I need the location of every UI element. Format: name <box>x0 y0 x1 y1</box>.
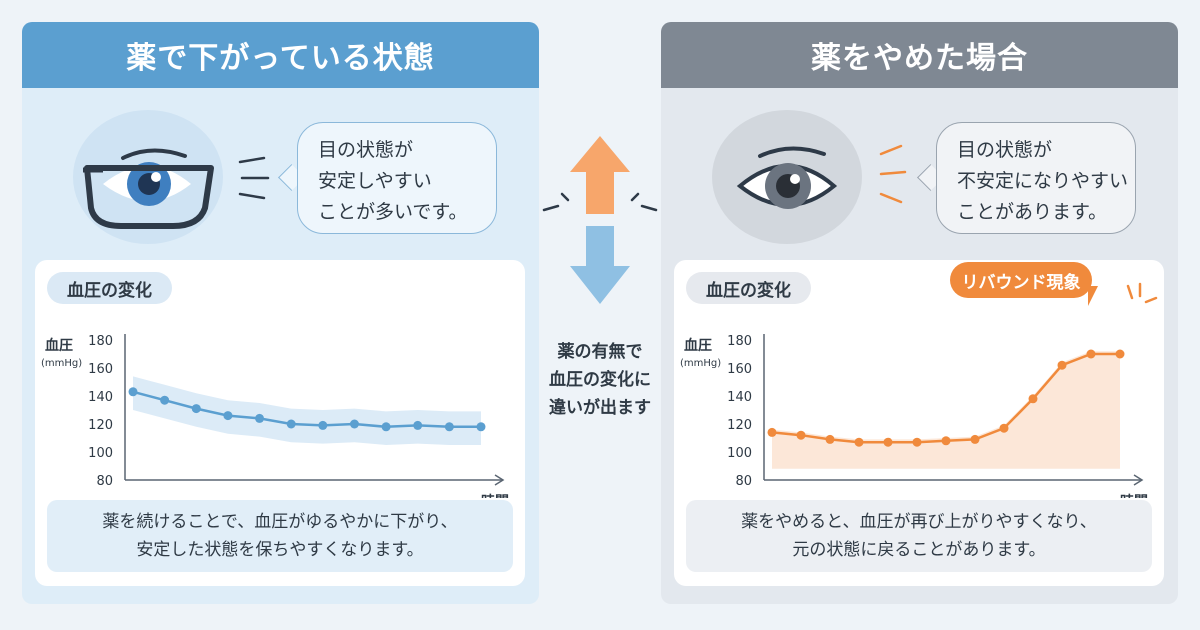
right-bp-chart: 血圧 (mmHg) 180 160 140 120 100 80 時間 <box>680 334 1148 498</box>
left-note: 薬を続けることで、血圧がゆるやかに下がり、 安定した状態を保ちやすくなります。 <box>47 500 513 572</box>
right-bubble-line-1: 目の状態が <box>957 139 1053 161</box>
glasses-eye-icon <box>83 148 214 229</box>
data-point <box>255 413 265 423</box>
y-tick-label: 120 <box>727 418 752 433</box>
data-point <box>160 395 170 405</box>
y-tick-label: 80 <box>735 474 752 489</box>
data-point <box>999 423 1009 433</box>
y-tick-label: 120 <box>88 418 113 433</box>
y-tick-label: 100 <box>727 446 752 461</box>
center-caption-line-3: 違いが出ます <box>549 398 651 418</box>
data-point <box>286 419 296 429</box>
y-tick-label: 80 <box>96 474 113 489</box>
data-point <box>318 420 328 430</box>
x-axis-label: 時間 <box>1120 493 1148 498</box>
left-bubble-line-1: 目の状態が <box>318 139 414 161</box>
y-tick-label: 100 <box>88 446 113 461</box>
right-speech-bubble: 目の状態が 不安定になりやすい ことがあります。 <box>936 122 1136 234</box>
y-tick-label: 140 <box>727 390 752 405</box>
data-point <box>1057 360 1067 370</box>
data-point <box>476 422 486 432</box>
left-chart-chip: 血圧の変化 <box>47 272 172 304</box>
right-note: 薬をやめると、血圧が再び上がりやすくなり、 元の状態に戻ることがあります。 <box>686 500 1152 572</box>
right-note-line-1: 薬をやめると、血圧が再び上がりやすくなり、 <box>741 512 1097 532</box>
y-axis-label: 血圧 <box>684 337 712 354</box>
left-note-line-2: 安定した状態を保ちやすくなります。 <box>136 540 424 560</box>
y-tick-label: 180 <box>88 334 113 349</box>
x-axis-arrow <box>494 474 505 486</box>
center-caption: 薬の有無で 血圧の変化に 違いが出ます <box>540 338 660 422</box>
right-panel-title: 薬をやめた場合 <box>661 22 1178 88</box>
eye-icon <box>736 146 838 209</box>
right-panel: 薬をやめた場合 目の状態が 不安定になりやすい ことがあります。 血圧の変化 血… <box>661 22 1178 604</box>
left-emphasis-marks <box>238 156 270 200</box>
left-bubble-line-3: ことが多いです。 <box>318 201 468 223</box>
data-point <box>767 427 777 437</box>
data-point <box>223 411 233 421</box>
up-down-arrows-icon <box>542 136 658 304</box>
confidence-band <box>133 376 481 445</box>
data-point <box>444 422 454 432</box>
x-axis-arrow <box>1133 474 1144 486</box>
y-axis-label: 血圧 <box>45 337 73 354</box>
data-point <box>381 422 391 432</box>
left-bubble-line-2: 安定しやすい <box>318 170 432 192</box>
data-point <box>854 437 864 447</box>
data-point <box>912 437 922 447</box>
x-axis-label: 時間 <box>481 493 509 498</box>
data-point <box>796 430 806 440</box>
right-chart-chip: 血圧の変化 <box>686 272 811 304</box>
y-tick-label: 140 <box>88 390 113 405</box>
data-point <box>128 387 138 397</box>
left-chart-card: 血圧の変化 血圧 (mmHg) 180 160 140 120 100 80 時間 薬を続けるこ… <box>35 260 525 586</box>
y-tick-label: 160 <box>88 362 113 377</box>
area-fill <box>772 351 1120 469</box>
left-panel: 薬で下がっている状態 目の状態が 安定しやすい ことが多いです。 血圧の変化 血… <box>22 22 539 604</box>
y-axis-unit: (mmHg) <box>680 358 721 369</box>
data-point <box>413 420 423 430</box>
data-point <box>825 434 835 444</box>
rebound-callout: リバウンド現象 <box>950 262 1092 298</box>
left-panel-title: 薬で下がっている状態 <box>22 22 539 88</box>
left-speech-bubble: 目の状態が 安定しやすい ことが多いです。 <box>297 122 497 234</box>
data-point <box>1028 394 1038 404</box>
y-tick-label: 180 <box>727 334 752 349</box>
data-point <box>941 436 951 446</box>
rebound-callout-tail <box>1088 286 1098 306</box>
left-bp-chart: 血圧 (mmHg) 180 160 140 120 100 80 時間 <box>41 334 509 498</box>
right-bubble-line-2: 不安定になりやすい <box>957 170 1129 192</box>
right-emphasis-marks <box>879 144 907 204</box>
series-line <box>132 390 481 429</box>
right-chart-card: 血圧の変化 血圧 (mmHg) 180 160 140 120 100 80 時間 薬をやめると… <box>674 260 1164 586</box>
data-point <box>1115 349 1125 359</box>
y-tick-label: 160 <box>727 362 752 377</box>
data-point <box>191 404 201 414</box>
center-caption-line-2: 血圧の変化に <box>549 370 651 390</box>
data-point <box>970 434 980 444</box>
data-point <box>349 419 359 429</box>
data-point <box>1086 349 1096 359</box>
y-axis-unit: (mmHg) <box>41 358 82 369</box>
rebound-emphasis-marks <box>1126 282 1158 304</box>
right-note-line-2: 元の状態に戻ることがあります。 <box>792 540 1046 560</box>
data-point <box>883 437 893 447</box>
right-bubble-line-3: ことがあります。 <box>957 201 1108 223</box>
center-caption-line-1: 薬の有無で <box>557 342 643 362</box>
left-note-line-1: 薬を続けることで、血圧がゆるやかに下がり、 <box>102 512 458 532</box>
